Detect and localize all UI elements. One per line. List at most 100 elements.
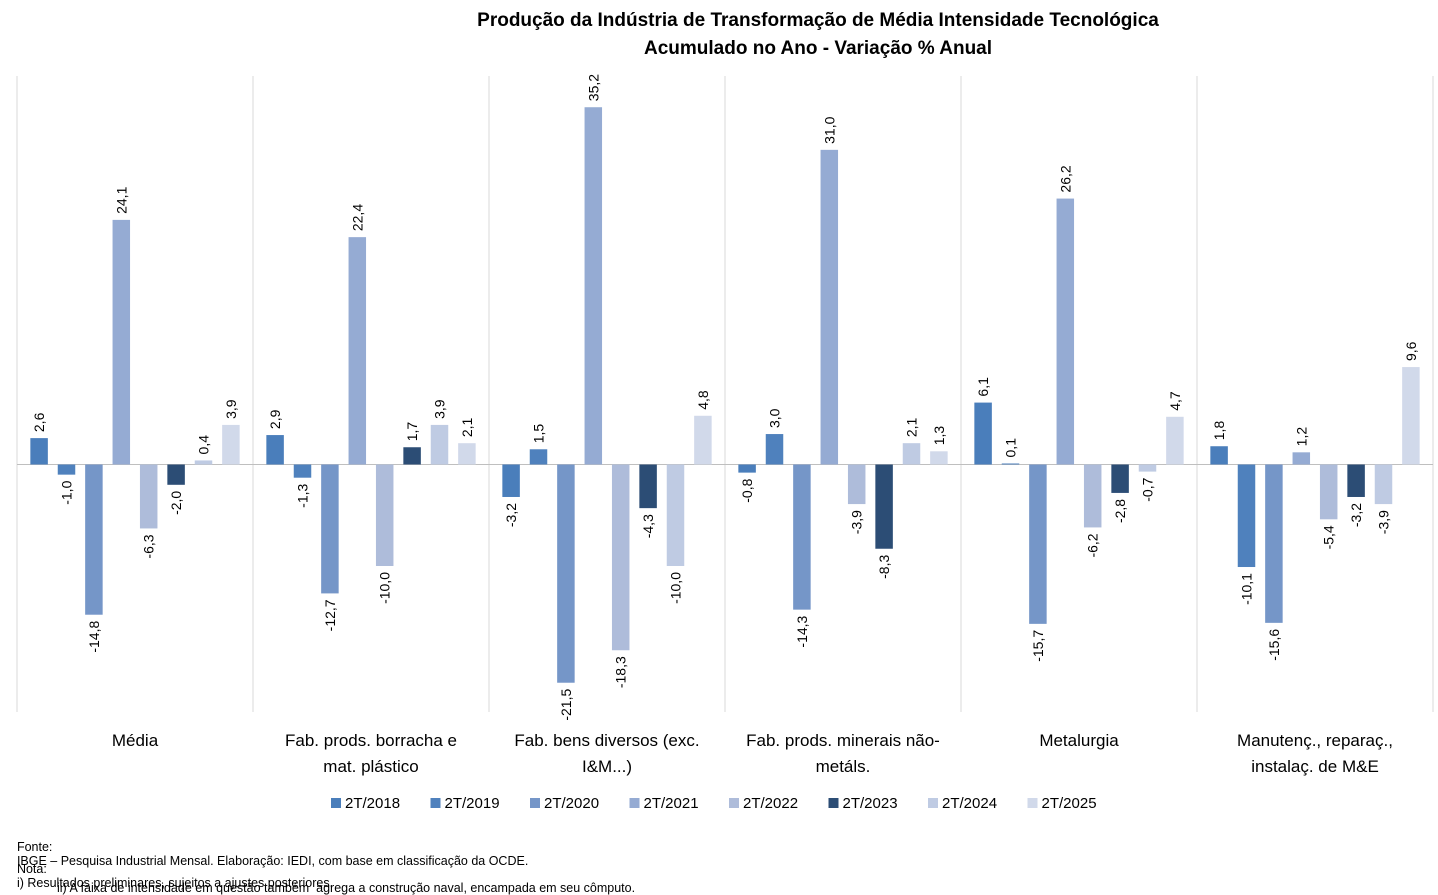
legend-entry: 2T/2024 — [942, 795, 997, 812]
bar-data-label: 2,1 — [904, 418, 920, 438]
bar — [458, 443, 476, 465]
note-2: ii) A faixa de intensidade em questão ta… — [56, 881, 636, 895]
bar — [1029, 464, 1047, 624]
bar-data-label: 1,5 — [531, 424, 547, 444]
bar-data-label: 2,9 — [267, 409, 283, 429]
bar — [1166, 416, 1184, 465]
chart-title: Produção da Indústria de Transformação d… — [477, 10, 1159, 31]
bar-data-label: 2,6 — [31, 412, 47, 432]
bar — [1056, 198, 1075, 465]
bar — [1402, 367, 1420, 465]
legend-swatch — [331, 798, 341, 808]
legend-entry: 2T/2020 — [544, 795, 599, 812]
category-label: I&M...) — [582, 757, 632, 776]
bar-data-label: 6,1 — [975, 377, 991, 397]
bar-data-label: 1,8 — [1211, 421, 1227, 441]
legend-swatch — [629, 798, 640, 808]
bar-data-label: 22,4 — [349, 204, 365, 231]
bar — [1374, 464, 1393, 505]
bar — [321, 464, 339, 594]
bar-data-label: -5,4 — [1321, 525, 1337, 549]
bar — [1210, 446, 1228, 465]
legend-swatch — [729, 798, 739, 808]
bar-data-label: 1,7 — [404, 422, 420, 442]
legend-entry: 2T/2018 — [345, 795, 400, 812]
bar-data-label: -12,7 — [322, 599, 338, 631]
category-label: Média — [112, 731, 159, 750]
plot-area: 2,6 2,9 -3,2 -0,8 6,1 1,8 -1,0 -1,3 1,5 3,0 0,1 -10… — [16, 74, 1434, 776]
bar-data-label: 3,9 — [432, 399, 448, 419]
bar-data-label: -2,8 — [1112, 499, 1128, 523]
bar — [738, 464, 756, 473]
bar-data-label: -15,6 — [1266, 629, 1282, 661]
bar-data-label: -10,0 — [668, 572, 684, 604]
bar — [584, 107, 603, 465]
bar — [1083, 464, 1102, 528]
bar — [1265, 464, 1283, 623]
legend-entry: 2T/2025 — [1042, 795, 1097, 812]
bar — [793, 464, 811, 610]
bar — [1347, 464, 1365, 497]
bar-data-label: -6,2 — [1085, 533, 1101, 557]
bar — [266, 435, 284, 465]
bar-data-label: -6,3 — [141, 534, 157, 558]
bar — [430, 424, 449, 465]
bar-data-label: 4,8 — [695, 390, 711, 410]
legend-swatch — [828, 798, 839, 808]
legend-swatch — [928, 798, 938, 808]
bar-data-label: -0,7 — [1140, 477, 1156, 501]
bar-data-label: 3,0 — [767, 408, 783, 428]
category-label: Fab. prods. minerais não- — [746, 731, 940, 750]
bar-data-label: -3,9 — [1376, 510, 1392, 534]
bar-data-label: 1,2 — [1293, 427, 1309, 447]
category-label: instalaç. de M&E — [1251, 757, 1379, 776]
bar-data-label: -2,0 — [168, 491, 184, 515]
note-1: i) Resultados preliminares, sujeitos a a… — [16, 876, 334, 890]
bar-data-label: -3,2 — [503, 503, 519, 527]
chart-subtitle: Acumulado no Ano - Variação % Anual — [644, 38, 992, 59]
bar — [375, 464, 394, 566]
note-label: Nota: — [16, 862, 47, 876]
bar — [611, 464, 630, 651]
legend-swatch — [530, 798, 540, 808]
bar — [348, 237, 367, 465]
bar — [875, 464, 893, 549]
bar-data-label: -3,2 — [1348, 503, 1364, 527]
bar-data-label: 0,1 — [1003, 438, 1019, 458]
bar — [57, 464, 76, 475]
source-text: IBGE – Pesquisa Industrial Mensal. Elabo… — [16, 854, 529, 868]
bar — [557, 464, 575, 683]
bar-data-label: 3,9 — [223, 399, 239, 419]
bar — [902, 443, 921, 465]
bar — [847, 464, 866, 505]
category-label: Fab. bens diversos (exc. — [514, 731, 699, 750]
bar-data-label: 35,2 — [585, 74, 601, 101]
bar-data-label: 24,1 — [113, 186, 129, 213]
category-label: metáls. — [816, 757, 871, 776]
bar — [666, 464, 685, 566]
bar — [85, 464, 103, 615]
bar — [820, 149, 839, 465]
category-label: Manutenç., reparaç., — [1237, 731, 1393, 750]
bar-data-label: -18,3 — [613, 656, 629, 688]
source-label: Fonte: — [16, 840, 53, 854]
bar — [1138, 464, 1157, 472]
legend-entry: 2T/2023 — [843, 795, 898, 812]
bar — [930, 451, 948, 465]
category-label: mat. plástico — [323, 757, 418, 776]
legend: 2T/2018 2T/2019 2T/2020 2T/2021 2T/2022 2T/20… — [331, 795, 1097, 812]
bar — [765, 434, 784, 465]
bar — [502, 464, 520, 497]
bar-data-label: -1,0 — [59, 480, 75, 504]
bar — [1111, 464, 1129, 493]
bar — [529, 449, 548, 465]
bar — [222, 424, 240, 465]
bar-data-label: 1,3 — [931, 426, 947, 446]
bar-data-label: 0,4 — [196, 435, 212, 455]
legend-entry: 2T/2021 — [644, 795, 699, 812]
bar-data-label: -10,1 — [1239, 573, 1255, 605]
bar-data-label: -15,7 — [1030, 630, 1046, 662]
bar — [194, 460, 213, 465]
bar — [403, 447, 421, 465]
